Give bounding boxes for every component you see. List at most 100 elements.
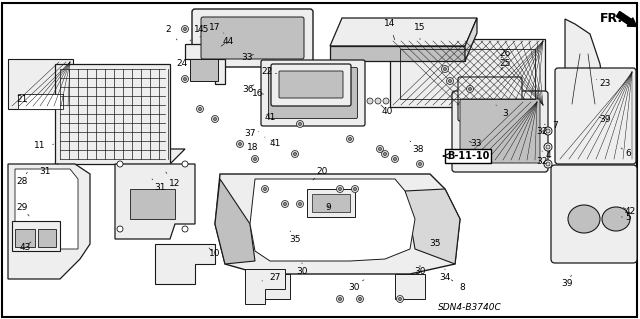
Polygon shape — [565, 19, 605, 134]
Circle shape — [294, 152, 296, 155]
Text: 3: 3 — [496, 105, 508, 118]
Text: 36: 36 — [243, 85, 254, 93]
Circle shape — [367, 98, 373, 104]
FancyBboxPatch shape — [458, 77, 522, 121]
Circle shape — [544, 127, 552, 135]
Text: 31: 31 — [39, 164, 58, 175]
Circle shape — [546, 162, 550, 166]
Text: 43: 43 — [19, 242, 31, 251]
Circle shape — [544, 160, 552, 168]
Circle shape — [444, 68, 447, 70]
Text: 12: 12 — [166, 172, 180, 189]
FancyBboxPatch shape — [38, 229, 56, 247]
Circle shape — [468, 87, 472, 91]
Circle shape — [546, 129, 550, 133]
Circle shape — [296, 121, 303, 128]
FancyBboxPatch shape — [261, 60, 365, 126]
Text: 34: 34 — [439, 269, 451, 281]
Text: 11: 11 — [35, 142, 54, 151]
Text: 23: 23 — [596, 79, 611, 88]
Circle shape — [264, 188, 266, 190]
Ellipse shape — [568, 205, 600, 233]
Text: 38: 38 — [410, 141, 424, 153]
Circle shape — [214, 117, 216, 121]
Text: 32: 32 — [536, 157, 548, 166]
Polygon shape — [18, 94, 63, 109]
Circle shape — [376, 145, 383, 152]
Circle shape — [337, 186, 344, 192]
Text: 24: 24 — [177, 60, 191, 69]
Text: SDN4-B3740C: SDN4-B3740C — [438, 302, 502, 311]
Circle shape — [351, 186, 358, 192]
FancyBboxPatch shape — [390, 39, 545, 107]
Text: 39: 39 — [599, 115, 611, 123]
Text: 30: 30 — [414, 265, 426, 276]
Polygon shape — [250, 179, 415, 261]
FancyBboxPatch shape — [15, 229, 35, 247]
Circle shape — [399, 298, 401, 300]
Text: 37: 37 — [244, 130, 259, 138]
Circle shape — [337, 295, 344, 302]
FancyBboxPatch shape — [201, 17, 304, 59]
FancyBboxPatch shape — [551, 165, 637, 263]
Circle shape — [184, 78, 186, 80]
Text: 31: 31 — [152, 179, 166, 191]
Circle shape — [182, 26, 189, 33]
Circle shape — [296, 201, 303, 207]
Circle shape — [378, 147, 381, 151]
Circle shape — [546, 145, 550, 149]
FancyBboxPatch shape — [312, 194, 350, 212]
Polygon shape — [405, 189, 460, 264]
Circle shape — [356, 295, 364, 302]
Circle shape — [339, 188, 342, 190]
Text: 33: 33 — [241, 53, 253, 62]
Text: 30: 30 — [296, 263, 308, 276]
FancyBboxPatch shape — [460, 99, 540, 163]
Circle shape — [442, 65, 449, 72]
FancyBboxPatch shape — [555, 68, 636, 164]
FancyBboxPatch shape — [271, 64, 351, 106]
Text: 35: 35 — [429, 240, 441, 249]
Text: 25: 25 — [499, 60, 511, 70]
FancyBboxPatch shape — [12, 221, 60, 251]
Circle shape — [544, 143, 552, 151]
Polygon shape — [330, 46, 465, 61]
Text: 4: 4 — [542, 151, 551, 160]
Text: 6: 6 — [621, 148, 631, 159]
Polygon shape — [215, 179, 255, 264]
Polygon shape — [245, 269, 285, 304]
Circle shape — [282, 201, 289, 207]
Circle shape — [381, 151, 388, 158]
Circle shape — [339, 298, 342, 300]
Circle shape — [383, 152, 387, 155]
Text: 32: 32 — [536, 127, 548, 136]
Circle shape — [375, 98, 381, 104]
FancyBboxPatch shape — [190, 59, 218, 81]
Circle shape — [449, 79, 451, 83]
Circle shape — [117, 226, 123, 232]
FancyBboxPatch shape — [192, 9, 313, 67]
FancyBboxPatch shape — [307, 189, 355, 217]
FancyArrow shape — [616, 11, 637, 26]
Circle shape — [182, 226, 188, 232]
Ellipse shape — [602, 207, 630, 231]
Circle shape — [291, 151, 298, 158]
Text: 44: 44 — [221, 36, 234, 46]
Circle shape — [117, 161, 123, 167]
Circle shape — [417, 160, 424, 167]
Text: 17: 17 — [209, 23, 224, 33]
Circle shape — [262, 186, 269, 192]
Text: 45: 45 — [197, 25, 209, 37]
Text: 2: 2 — [165, 25, 177, 40]
Text: 1: 1 — [190, 25, 200, 41]
FancyBboxPatch shape — [8, 59, 73, 109]
FancyBboxPatch shape — [279, 71, 343, 98]
Text: 9: 9 — [325, 203, 331, 211]
Text: B-11-10: B-11-10 — [447, 151, 490, 161]
Text: 10: 10 — [209, 248, 221, 258]
Circle shape — [467, 85, 474, 93]
Circle shape — [353, 188, 356, 190]
Polygon shape — [395, 274, 425, 299]
Circle shape — [284, 203, 287, 205]
Circle shape — [349, 137, 351, 140]
